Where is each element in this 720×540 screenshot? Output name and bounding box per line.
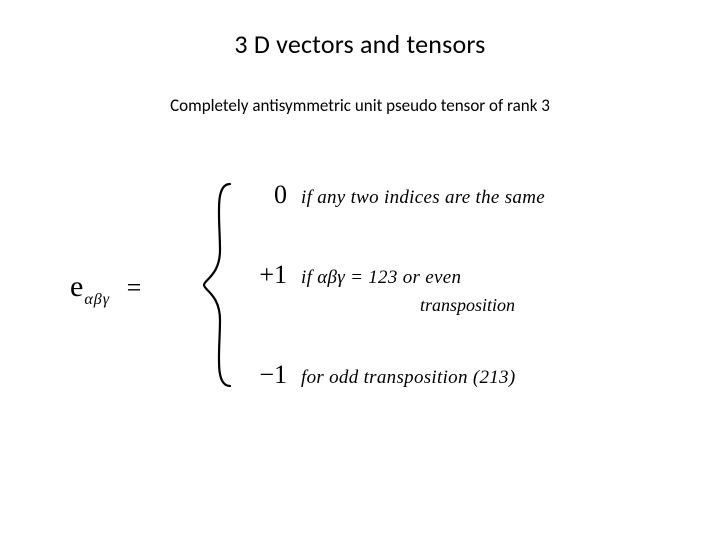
page-title: 3 D vectors and tensors [0, 28, 720, 60]
formula-lhs: eαβγ = [70, 270, 144, 304]
case-desc: if any two indices are the same [301, 187, 545, 209]
case-desc: for odd transposition (213) [301, 367, 515, 389]
case-zero: 0 if any two indices are the same [245, 180, 545, 210]
case-plus-one-cont: transposition [420, 295, 515, 316]
page-subtitle: Completely antisymmetric unit pseudo ten… [0, 95, 720, 116]
symbol-e: e [70, 270, 84, 303]
case-desc: if αβγ = 123 or even [301, 267, 461, 289]
case-value: −1 [245, 360, 287, 390]
left-brace-icon [200, 180, 234, 390]
levi-civita-definition: eαβγ = 0 if any two indices are the same… [70, 180, 670, 410]
case-plus-one: +1 if αβγ = 123 or even [245, 260, 461, 290]
equals-sign: = [125, 273, 144, 302]
case-value: 0 [245, 180, 287, 210]
case-value: +1 [245, 260, 287, 290]
case-minus-one: −1 for odd transposition (213) [245, 360, 515, 390]
symbol-subscript: αβγ [84, 291, 110, 308]
